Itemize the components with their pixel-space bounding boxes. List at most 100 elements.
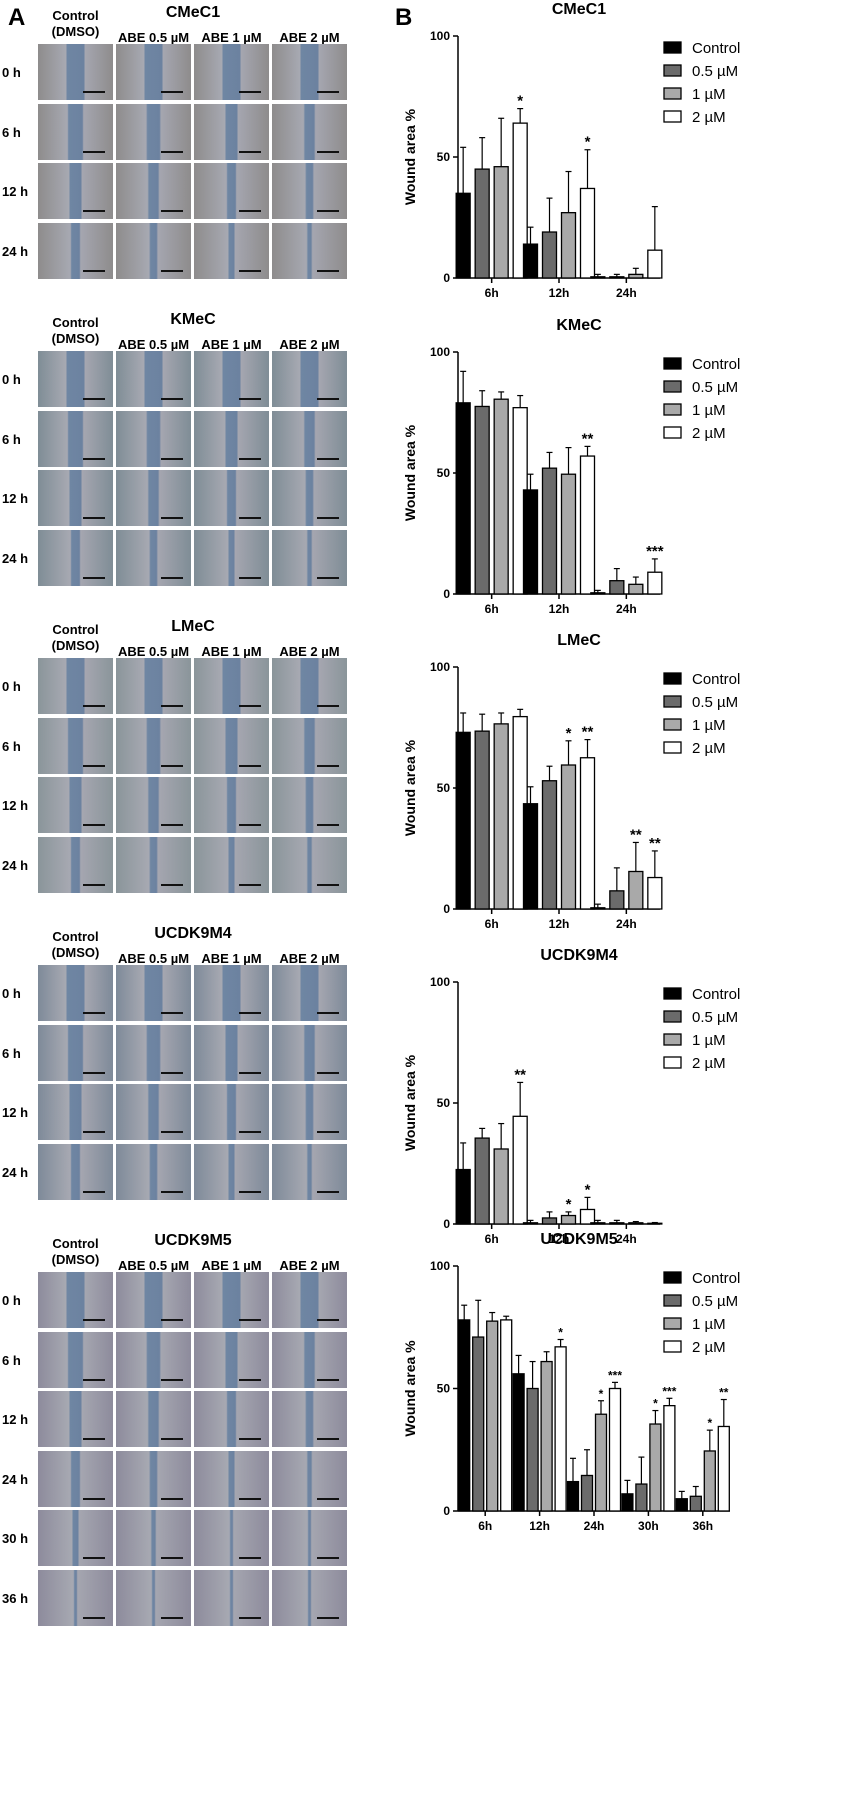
x-tick-label: 6h (485, 917, 499, 931)
significance-mark: * (558, 1326, 563, 1340)
row-label: 0 h (2, 65, 21, 80)
legend-label: 0.5 µM (692, 1293, 738, 1310)
scale-bar (239, 1012, 261, 1014)
legend-swatch (663, 380, 682, 393)
scale-bar (83, 1438, 105, 1440)
x-tick-label: 24h (616, 602, 637, 616)
x-tick-label: 24h (616, 917, 637, 931)
micrograph-image (194, 1510, 269, 1566)
column-label: Control (DMSO) (51, 929, 100, 960)
micrograph-image (116, 836, 191, 893)
significance-mark: * (566, 1196, 572, 1213)
scale-bar (317, 1012, 339, 1014)
bar (526, 1387, 539, 1512)
bar (649, 1423, 662, 1512)
micrograph-image (272, 1569, 347, 1626)
bar (474, 405, 490, 595)
row-label: 6 h (2, 431, 21, 447)
scale-bar (239, 150, 261, 153)
bar (647, 1222, 663, 1225)
y-tick-label: 50 (437, 1096, 451, 1110)
micrograph-image (38, 410, 113, 467)
scale-bar (239, 764, 261, 767)
micrograph-image (38, 717, 113, 774)
micrograph-image (38, 44, 113, 100)
significance-mark: * (517, 93, 523, 110)
bar (609, 1222, 625, 1225)
bar (579, 1208, 596, 1225)
bar (512, 1373, 525, 1512)
bar (621, 1493, 634, 1512)
row-label: 0 h (2, 986, 21, 1001)
legend-label: Control (692, 356, 740, 373)
micrograph-image (194, 44, 269, 100)
column-label: ABE 1 µM (201, 951, 262, 966)
chart-title: KMeC (556, 317, 602, 334)
scale-bar (317, 576, 339, 579)
significance-mark: * (653, 1397, 658, 1411)
legend-label: Control (692, 986, 740, 1003)
column-label: ABE 1 µM (201, 644, 262, 659)
column-label: Control (DMSO) (51, 315, 100, 346)
micrograph-image (272, 1272, 347, 1328)
scale-bar (83, 517, 105, 519)
micrograph-image (116, 222, 191, 279)
bar (590, 276, 606, 279)
micrograph-image (272, 1143, 347, 1200)
scale-bar (83, 883, 105, 886)
bar (608, 1387, 622, 1512)
micrograph-image (272, 1391, 347, 1447)
bar (703, 1450, 716, 1512)
bar (628, 273, 644, 279)
significance-mark: * (599, 1387, 604, 1401)
column-label: ABE 1 µM (201, 1258, 262, 1273)
micrograph-image (194, 103, 269, 160)
scale-bar (161, 210, 183, 212)
legend-label: 0.5 µM (692, 63, 738, 80)
x-tick-label: 12h (529, 1519, 550, 1533)
y-axis-label: Wound area % (402, 108, 418, 205)
bar (493, 398, 509, 595)
y-tick-label: 100 (430, 1259, 450, 1273)
micrograph-image (116, 1569, 191, 1626)
micrograph-image (272, 44, 347, 100)
micrograph-image (116, 1391, 191, 1447)
micrograph-image (194, 965, 269, 1021)
scale-bar (161, 1497, 183, 1500)
chart-title: UCDK9M4 (540, 947, 617, 964)
scale-bar (161, 517, 183, 519)
bar (675, 1498, 688, 1512)
scale-bar (239, 883, 261, 886)
micrograph-image (116, 777, 191, 833)
bar (647, 876, 663, 910)
row-label: 0 h (2, 679, 21, 694)
legend-swatch (663, 1317, 682, 1330)
significance-mark: * (707, 1416, 712, 1430)
scale-bar (317, 1190, 339, 1193)
bar (455, 192, 471, 279)
micrograph-image (116, 163, 191, 219)
significance-mark: * (585, 134, 591, 151)
scale-bar (317, 1071, 339, 1074)
y-axis-label: Wound area % (402, 1340, 418, 1437)
significance-mark: ** (719, 1386, 729, 1400)
legend-swatch (663, 672, 682, 685)
bar (609, 890, 625, 910)
scale-bar (239, 1319, 261, 1321)
micrograph-image (272, 1510, 347, 1566)
legend-label: 2 µM (692, 109, 726, 126)
bar (663, 1405, 676, 1512)
column-label: ABE 1 µM (201, 30, 262, 45)
legend-label: Control (692, 1270, 740, 1287)
bar (522, 803, 539, 910)
bar (493, 1148, 509, 1225)
significance-mark: *** (662, 1384, 676, 1398)
micrograph-image (272, 351, 347, 407)
scale-bar (83, 824, 105, 826)
scale-bar (161, 764, 183, 767)
bar (493, 723, 509, 910)
micrograph-image (194, 658, 269, 714)
micrograph-image (116, 470, 191, 526)
micrograph-image (272, 103, 347, 160)
micrograph-image (38, 1024, 113, 1081)
